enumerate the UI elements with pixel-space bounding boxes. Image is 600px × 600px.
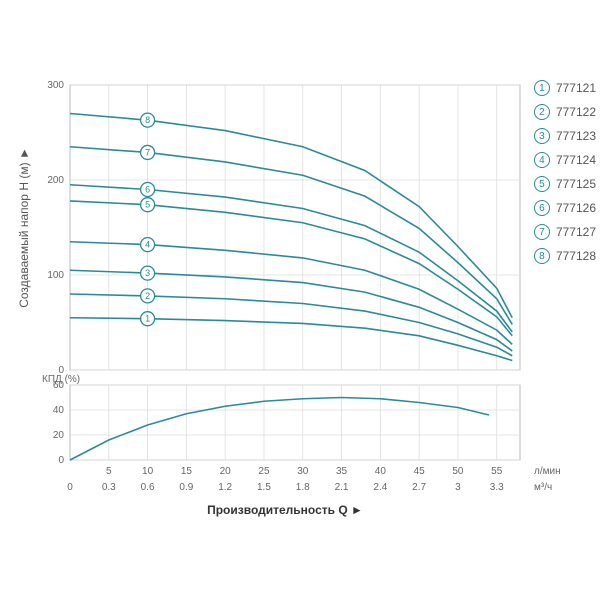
legend-item-4: 4 777124 <box>534 152 596 168</box>
svg-text:6: 6 <box>145 185 150 195</box>
x-unit-m3h: м³/ч <box>534 482 552 493</box>
efficiency-chart: КПД (%)0204060 <box>42 374 520 466</box>
legend-label: 777127 <box>556 225 596 239</box>
legend-circle-icon: 6 <box>534 200 550 216</box>
legend-item-8: 8 777128 <box>534 248 596 264</box>
head-chart: 010020030012345678Создаваемый напор H (м… <box>17 80 520 376</box>
legend-item-6: 6 777126 <box>534 200 596 216</box>
svg-text:40: 40 <box>53 405 65 416</box>
curve-6 <box>70 185 512 332</box>
svg-text:3: 3 <box>145 268 150 278</box>
x-axis: 5 10 15 20 25 30 35 40 45 50 55 л/мин 0 0.3 0.6 0.9 1.2 1… <box>67 466 560 517</box>
svg-text:2.4: 2.4 <box>373 482 387 493</box>
legend-circle-icon: 4 <box>534 152 550 168</box>
legend-item-7: 7 777127 <box>534 224 596 240</box>
legend-label: 777121 <box>556 81 596 95</box>
curve-3 <box>70 270 512 351</box>
svg-text:25: 25 <box>258 466 270 477</box>
legend-label: 777124 <box>556 153 596 167</box>
svg-text:7: 7 <box>145 147 150 157</box>
x-axis-label: Производительность Q ► <box>207 503 363 517</box>
curve-5 <box>70 201 512 336</box>
legend-circle-icon: 3 <box>534 128 550 144</box>
svg-text:2.7: 2.7 <box>412 482 426 493</box>
svg-text:1.2: 1.2 <box>218 482 232 493</box>
svg-text:60: 60 <box>53 380 65 391</box>
legend-circle-icon: 7 <box>534 224 550 240</box>
svg-text:5: 5 <box>145 200 150 210</box>
svg-text:8: 8 <box>145 115 150 125</box>
svg-text:1.8: 1.8 <box>296 482 310 493</box>
svg-text:0.3: 0.3 <box>102 482 116 493</box>
svg-text:40: 40 <box>375 466 387 477</box>
svg-text:5: 5 <box>106 466 112 477</box>
svg-text:100: 100 <box>47 270 64 281</box>
legend-label: 777126 <box>556 201 596 215</box>
svg-text:45: 45 <box>414 466 426 477</box>
svg-text:0: 0 <box>67 482 73 493</box>
performance-chart: 010020030012345678Создаваемый напор H (м… <box>0 0 600 600</box>
svg-text:3: 3 <box>455 482 461 493</box>
legend-label: 777123 <box>556 129 596 143</box>
y-axis-label: Создаваемый напор H (м) ► <box>17 147 31 308</box>
legend: 1 777121 2 777122 3 777123 4 777124 5 777125 6 7771… <box>534 80 596 272</box>
svg-text:0.9: 0.9 <box>179 482 193 493</box>
legend-label: 777128 <box>556 249 596 263</box>
svg-text:20: 20 <box>220 466 232 477</box>
legend-item-5: 5 777125 <box>534 176 596 192</box>
legend-item-1: 1 777121 <box>534 80 596 96</box>
svg-text:15: 15 <box>181 466 193 477</box>
curve-4 <box>70 242 512 345</box>
legend-circle-icon: 8 <box>534 248 550 264</box>
svg-text:0: 0 <box>58 455 64 466</box>
svg-text:1.5: 1.5 <box>257 482 271 493</box>
legend-circle-icon: 1 <box>534 80 550 96</box>
svg-text:2: 2 <box>145 291 150 301</box>
legend-circle-icon: 2 <box>534 104 550 120</box>
svg-text:2.1: 2.1 <box>335 482 349 493</box>
svg-text:3.3: 3.3 <box>490 482 504 493</box>
svg-text:4: 4 <box>145 240 150 250</box>
svg-text:35: 35 <box>336 466 348 477</box>
kpd-curve <box>70 398 489 461</box>
x-unit-lmin: л/мин <box>534 466 561 477</box>
legend-label: 777122 <box>556 105 596 119</box>
legend-item-3: 3 777123 <box>534 128 596 144</box>
svg-text:55: 55 <box>491 466 503 477</box>
legend-label: 777125 <box>556 177 596 191</box>
svg-text:1: 1 <box>145 314 150 324</box>
curve-1 <box>70 318 512 361</box>
svg-text:300: 300 <box>47 80 64 91</box>
curve-8 <box>70 114 512 318</box>
svg-text:50: 50 <box>452 466 464 477</box>
svg-text:30: 30 <box>297 466 309 477</box>
legend-circle-icon: 5 <box>534 176 550 192</box>
svg-text:0.6: 0.6 <box>141 482 155 493</box>
svg-text:20: 20 <box>53 430 65 441</box>
svg-text:10: 10 <box>142 466 154 477</box>
legend-item-2: 2 777122 <box>534 104 596 120</box>
curve-7 <box>70 147 512 325</box>
svg-text:200: 200 <box>47 175 64 186</box>
